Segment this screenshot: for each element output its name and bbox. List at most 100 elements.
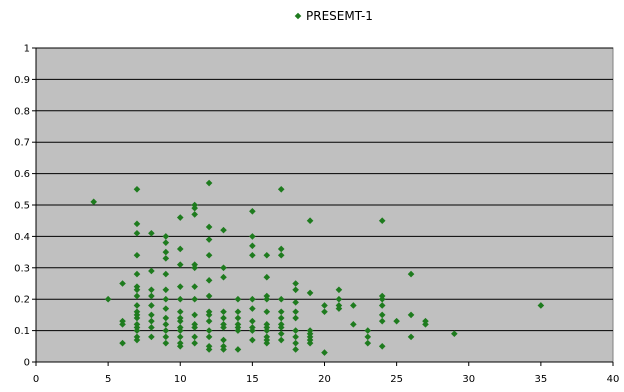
data-point [292,308,299,316]
data-point [234,308,242,316]
data-point [220,273,227,281]
legend-diamond [294,12,302,20]
data-point [263,327,271,334]
data-point [292,327,299,334]
data-point [205,333,213,341]
data-point [205,179,213,187]
data-point [148,311,155,319]
x-tick-label: 20 [318,374,331,385]
data-point [119,280,126,287]
data-point [205,236,213,243]
data-point [277,308,285,316]
data-point [162,270,170,278]
data-point [148,317,155,325]
x-axis-tick-labels: 0 5 10 15 20 25 30 35 40 [33,374,620,385]
data-point [191,324,198,331]
x-tick-label: 35 [535,374,548,385]
data-point [378,217,386,224]
data-point [249,207,256,215]
data-point [292,346,299,353]
data-point [176,308,184,316]
data-point [451,330,458,338]
data-point [364,333,372,341]
data-point [220,324,227,331]
data-point [220,264,227,272]
legend-marker-presemt-1 [294,12,302,20]
data-point [176,245,184,253]
data-point [263,308,271,316]
x-tick-label: 30 [462,374,475,385]
data-point [148,302,155,309]
data-point [176,283,184,290]
data-point [249,233,256,240]
data-point [378,343,386,350]
data-point [162,339,170,347]
data-point [277,314,285,322]
data-point [205,277,213,284]
y-tick-label: 0.5 [14,201,30,212]
x-tick-label: 10 [174,374,187,385]
data-point [292,314,299,322]
data-point [176,295,184,303]
data-point [133,314,141,322]
data-point [292,339,299,347]
data-point [249,242,256,250]
y-tick-label: 0.2 [14,295,30,306]
data-point [205,346,213,353]
data-point [277,324,285,331]
data-point [234,346,242,353]
data-point [321,308,328,316]
data-point [378,295,386,303]
data-point [162,255,170,262]
data-point [234,327,242,334]
data-point [306,217,314,224]
x-tick-label: 5 [105,374,111,385]
data-point [133,251,141,259]
data-point [133,229,141,237]
data-point [162,239,170,246]
data-point [176,317,184,325]
data-point [263,339,271,347]
data-point [162,305,170,312]
data-point [148,286,155,294]
data-point [220,308,227,316]
data-point [277,245,285,253]
data-point [249,305,256,312]
data-point [277,295,285,303]
x-tick-label: 40 [607,374,620,385]
data-point [119,321,126,328]
data-point [133,186,141,193]
data-point [378,302,386,309]
data-point [277,336,285,344]
data-point [292,299,299,306]
data-point [277,330,285,338]
data-point [537,302,545,309]
data-point [162,295,170,303]
data-point [249,327,256,334]
data-point [407,333,415,341]
data-point [234,314,242,322]
data-point [422,321,429,328]
data-point [162,327,170,334]
data-point [277,251,285,259]
data-point [335,286,343,294]
data-point [205,317,213,325]
data-point [119,339,126,347]
data-point [321,302,328,309]
x-tick-label: 25 [390,374,403,385]
data-point [162,248,170,256]
y-tick-label: 0.7 [14,138,30,149]
data-point [220,226,227,234]
data-point [176,327,184,334]
data-point [407,270,415,278]
data-point [234,295,242,303]
y-tick-label: 0.9 [14,75,30,86]
data-point [249,251,256,259]
data-point [249,295,256,303]
data-point [263,295,271,303]
data-point [162,333,170,341]
data-point [364,327,372,334]
data-point [378,311,386,319]
data-point [176,214,184,221]
